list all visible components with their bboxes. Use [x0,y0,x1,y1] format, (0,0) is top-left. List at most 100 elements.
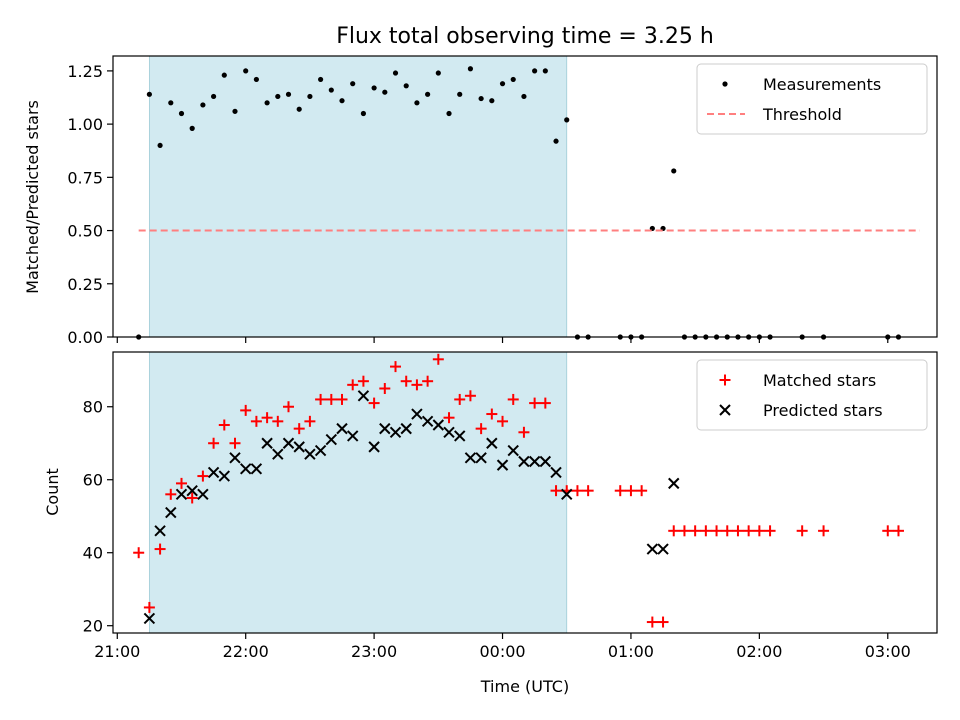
y-tick-label: 80 [83,398,103,417]
matched-star-point [700,525,712,537]
top-marks [136,66,920,340]
predicted-star-point [165,506,177,519]
y-tick-label: 0.50 [67,222,103,241]
matched-star-point [818,525,830,537]
matched-star-point [625,485,637,497]
matched-star-point [464,390,476,402]
predicted-star-point [357,390,370,402]
bottom-y-axis-label: Count [43,468,62,516]
measurement-point [521,93,527,100]
bottom-shaded-interval [148,351,568,634]
predicted-star-point [239,463,252,475]
predicted-star-point [668,477,680,490]
y-tick-label: 0.00 [67,328,103,347]
measurement-point [307,93,313,100]
matched-star-point [689,525,701,537]
matched-star-point [400,375,412,387]
measurement-point [168,100,174,106]
predicted-star-point [528,455,541,468]
predicted-star-point [454,430,466,442]
predicted-star-point [325,433,338,446]
matched-star-point [582,485,594,497]
legend-label: Matched stars [763,371,876,390]
matched-star-point [539,397,551,409]
matched-star-point [507,393,519,405]
bottom-marks [133,353,904,628]
top-panel: Flux total observing time = 3.25 h 0.00 0… [23,24,938,347]
predicted-star-point [657,543,669,555]
measurement-point [553,138,559,144]
predicted-star-point [304,448,316,460]
predicted-star-point [646,543,659,555]
y-tick-label: 20 [83,617,103,636]
measurement-point [275,93,281,100]
predicted-star-point [347,430,359,442]
x-axis-label: Time (UTC) [480,677,569,696]
bottom-panel: 20 40 60 80 21:00 22:00 23:00 00:00 01:00 02:00 03… [43,351,938,696]
matched-star-point [379,382,391,394]
x-tick-label: 00:00 [479,642,525,661]
matched-star-point [486,408,498,420]
chart-title: Flux total observing time = 3.25 h [336,24,714,49]
matched-star-point [283,401,295,413]
predicted-star-point [539,455,552,468]
y-tick-label: 0.75 [67,168,103,187]
predicted-star-point [282,437,295,449]
matched-star-point [743,525,755,537]
measurement-point [221,72,227,78]
predicted-star-point [175,488,188,501]
matched-star-point [668,525,680,537]
matched-star-point [614,485,626,497]
measurement-point [510,76,516,83]
predicted-star-point [518,455,530,468]
legend-label: Threshold [762,105,842,124]
x-tick-label: 21:00 [94,642,140,661]
measurement-point [414,100,420,106]
measurement-point [446,110,452,117]
matched-star-point [422,375,434,387]
matched-star-point [368,397,380,409]
measurement-point [392,70,399,76]
matched-star-point [325,393,337,405]
matched-star-point [175,477,187,489]
legend-label: Measurements [763,75,881,94]
matched-star-point [571,485,583,497]
legend-marker-measurements [722,81,728,87]
predicted-star-point [250,463,263,475]
x-tick-label: 22:00 [223,642,269,661]
measurement-point [189,125,195,131]
predicted-star-point [218,470,231,482]
shaded-region [148,55,568,338]
measurement-point [360,110,367,117]
matched-star-point [646,616,658,628]
measurement-point [296,106,302,112]
matched-star-point [133,547,145,559]
measurement-point [382,89,388,95]
matched-star-point [796,525,808,537]
predicted-star-point [411,408,423,420]
matched-star-point [390,361,402,373]
top-shaded-interval [148,55,568,338]
matched-star-point [197,470,209,482]
legend-label: Predicted stars [763,401,883,420]
x-tick-label: 01:00 [608,642,654,661]
predicted-star-point [186,484,198,497]
predicted-star-point [486,437,498,449]
matched-star-point [529,397,541,409]
matched-star-point [443,412,455,424]
measurement-point [243,68,249,74]
predicted-star-point [197,488,209,501]
measurement-point [200,102,206,108]
matched-star-point [432,353,444,365]
measurement-point [157,142,163,149]
predicted-star-point [389,426,402,438]
matched-star-point [882,525,894,537]
measurement-point [318,76,324,83]
measurement-point [532,68,538,74]
predicted-star-point [421,415,434,428]
predicted-star-point [561,488,573,501]
matched-star-point [764,525,776,537]
measurement-point [478,95,484,102]
measurement-point [253,76,259,83]
